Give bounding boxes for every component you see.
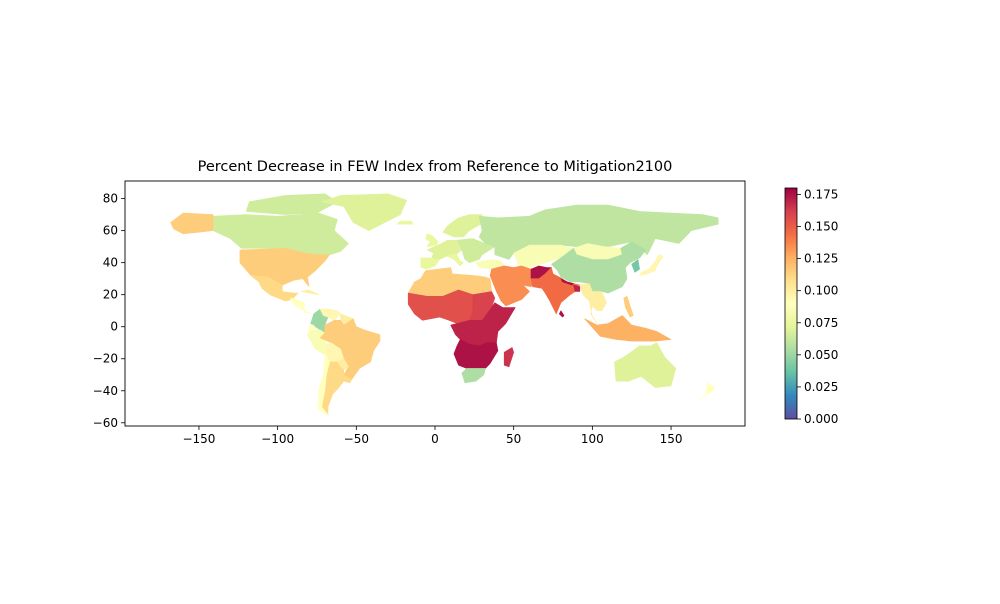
region-kazakhstan-central-asia bbox=[513, 244, 573, 268]
x-tick-label: 50 bbox=[506, 432, 521, 446]
region-canadian-arctic-archipelago bbox=[245, 193, 338, 215]
region-philippines bbox=[623, 295, 634, 318]
y-tick-label: −60 bbox=[93, 416, 118, 430]
region-australia bbox=[614, 342, 677, 388]
region-north-africa bbox=[407, 267, 492, 297]
region-mexico bbox=[250, 275, 299, 302]
region-italy bbox=[447, 252, 464, 267]
map-regions bbox=[170, 193, 719, 416]
region-middle-east-arabia bbox=[489, 265, 530, 307]
region-korea bbox=[631, 259, 640, 273]
x-tick-label: −150 bbox=[182, 432, 215, 446]
region-new-zealand bbox=[697, 382, 716, 401]
colorbar-tick-label: 0.175 bbox=[804, 187, 838, 201]
colorbar-tick-label: 0.100 bbox=[804, 284, 838, 298]
y-tick-label: 80 bbox=[103, 192, 118, 206]
colorbar-axis: 0.000 0.025 0.050 0.075 0.100 0.125 0.150 0.175 bbox=[797, 187, 838, 426]
colorbar-tick-label: 0.050 bbox=[804, 348, 838, 362]
colorbar-tick-label: 0.075 bbox=[804, 316, 838, 330]
colorbar-tick-label: 0.000 bbox=[804, 412, 838, 426]
x-axis: −150 −100 −50 0 50 100 150 bbox=[182, 426, 682, 446]
region-greenland bbox=[321, 193, 408, 231]
region-china bbox=[551, 241, 647, 294]
region-madagascar bbox=[503, 347, 515, 368]
region-sri-lanka bbox=[558, 310, 565, 318]
region-scandinavia bbox=[442, 214, 483, 238]
y-tick-label: 20 bbox=[103, 288, 118, 302]
x-tick-label: −100 bbox=[261, 432, 294, 446]
region-canada bbox=[212, 209, 349, 260]
x-tick-label: 150 bbox=[660, 432, 683, 446]
region-nepal bbox=[560, 278, 574, 286]
region-peru bbox=[307, 329, 327, 356]
region-east-central-africa bbox=[450, 302, 516, 347]
region-russia bbox=[478, 204, 719, 260]
chart-title: Percent Decrease in FEW Index from Refer… bbox=[198, 159, 673, 175]
region-iberia bbox=[420, 257, 441, 270]
y-tick-label: 0 bbox=[110, 320, 118, 334]
x-tick-label: 100 bbox=[581, 432, 604, 446]
y-tick-label: −40 bbox=[93, 384, 118, 398]
colorbar-tick-label: 0.150 bbox=[804, 220, 838, 234]
y-tick-label: −20 bbox=[93, 352, 118, 366]
region-south-africa bbox=[461, 368, 486, 384]
x-tick-label: −50 bbox=[344, 432, 369, 446]
y-tick-label: 40 bbox=[103, 256, 118, 270]
x-tick-label: 0 bbox=[431, 432, 439, 446]
region-alaska bbox=[170, 212, 214, 235]
region-venezuela bbox=[319, 308, 341, 321]
region-eastern-europe bbox=[456, 238, 496, 264]
region-indonesia-malaysia bbox=[584, 315, 672, 342]
colorbar bbox=[784, 187, 798, 420]
region-bangladesh bbox=[573, 284, 581, 292]
region-iceland bbox=[396, 220, 414, 225]
region-cuba bbox=[300, 289, 319, 296]
region-central-america bbox=[289, 297, 313, 315]
colorbar-tick-label: 0.125 bbox=[804, 252, 838, 266]
region-japan bbox=[639, 254, 664, 276]
y-tick-label: 60 bbox=[103, 224, 118, 238]
region-united-kingdom bbox=[425, 233, 439, 247]
region-chile bbox=[318, 355, 330, 416]
colorbar-tick-label: 0.025 bbox=[804, 380, 838, 394]
y-axis: 80 60 40 20 0 −20 −40 −60 bbox=[93, 192, 125, 430]
region-southeast-asia bbox=[579, 283, 607, 324]
